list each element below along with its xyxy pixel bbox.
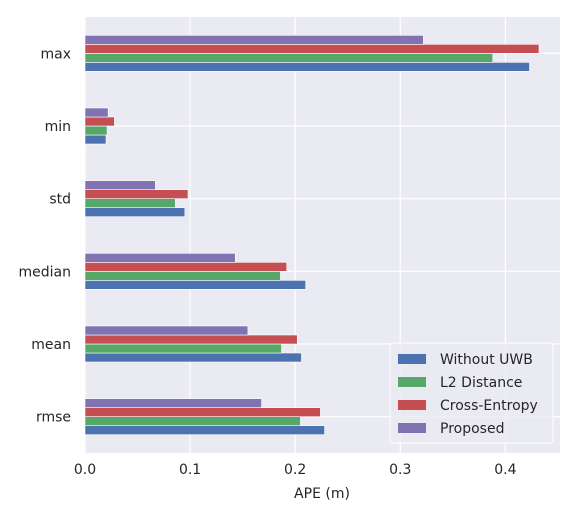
bar-min-l2-distance bbox=[84, 125, 108, 136]
legend-frame bbox=[389, 342, 554, 444]
x-tick-label: 0.2 bbox=[284, 462, 306, 478]
bar-median-l2-distance bbox=[84, 271, 281, 281]
bar-rmse-l2-distance bbox=[84, 416, 301, 426]
bar-rmse-cross-entropy bbox=[84, 407, 321, 417]
legend-swatch bbox=[398, 377, 426, 387]
y-tick-label-min: min bbox=[45, 119, 71, 135]
x-tick-label: 0.1 bbox=[179, 462, 201, 478]
bar-rmse-without-uwb bbox=[84, 425, 325, 435]
bar-median-proposed bbox=[84, 253, 236, 263]
y-tick-label-median: median bbox=[19, 264, 71, 280]
bar-median-cross-entropy bbox=[84, 262, 288, 272]
bar-std-cross-entropy bbox=[84, 189, 189, 199]
bar-mean-proposed bbox=[84, 325, 249, 336]
x-tick-label: 0.0 bbox=[74, 462, 96, 478]
bar-max-cross-entropy bbox=[84, 44, 540, 54]
x-axis-label: APE (m) bbox=[294, 486, 350, 502]
bar-rmse-proposed bbox=[84, 398, 262, 408]
bar-std-proposed bbox=[84, 180, 156, 190]
bar-mean-cross-entropy bbox=[84, 334, 298, 345]
bar-std-l2-distance bbox=[84, 198, 176, 208]
legend-swatch bbox=[398, 423, 426, 433]
bar-max-without-uwb bbox=[84, 62, 530, 72]
bar-std-without-uwb bbox=[84, 207, 186, 217]
bars bbox=[84, 35, 540, 435]
y-tick-labels: rmse mean median std min max bbox=[19, 46, 71, 425]
legend-swatch bbox=[398, 354, 426, 364]
legend-label: Without UWB bbox=[440, 352, 533, 368]
y-tick-label-mean: mean bbox=[31, 337, 71, 353]
bar-mean-l2-distance bbox=[84, 343, 282, 354]
legend-swatch bbox=[398, 400, 426, 410]
y-tick-label-rmse: rmse bbox=[36, 410, 71, 426]
legend-label: L2 Distance bbox=[440, 375, 522, 391]
bar-max-proposed bbox=[84, 35, 424, 45]
bar-mean-without-uwb bbox=[84, 352, 302, 363]
legend-label: Cross-Entropy bbox=[440, 398, 538, 414]
y-tick-label-std: std bbox=[49, 192, 71, 208]
bar-min-proposed bbox=[84, 107, 109, 118]
legend-label: Proposed bbox=[440, 421, 504, 437]
bar-median-without-uwb bbox=[84, 280, 306, 290]
legend: Without UWB L2 Distance Cross-Entropy Propo… bbox=[389, 342, 554, 444]
x-tick-labels: 0.0 0.1 0.2 0.3 0.4 bbox=[74, 462, 517, 478]
bar-min-without-uwb bbox=[84, 134, 107, 145]
y-tick-label-max: max bbox=[40, 46, 71, 62]
bar-min-cross-entropy bbox=[84, 116, 115, 127]
x-tick-label: 0.4 bbox=[494, 462, 516, 478]
bar-max-l2-distance bbox=[84, 53, 494, 63]
x-tick-label: 0.3 bbox=[389, 462, 411, 478]
